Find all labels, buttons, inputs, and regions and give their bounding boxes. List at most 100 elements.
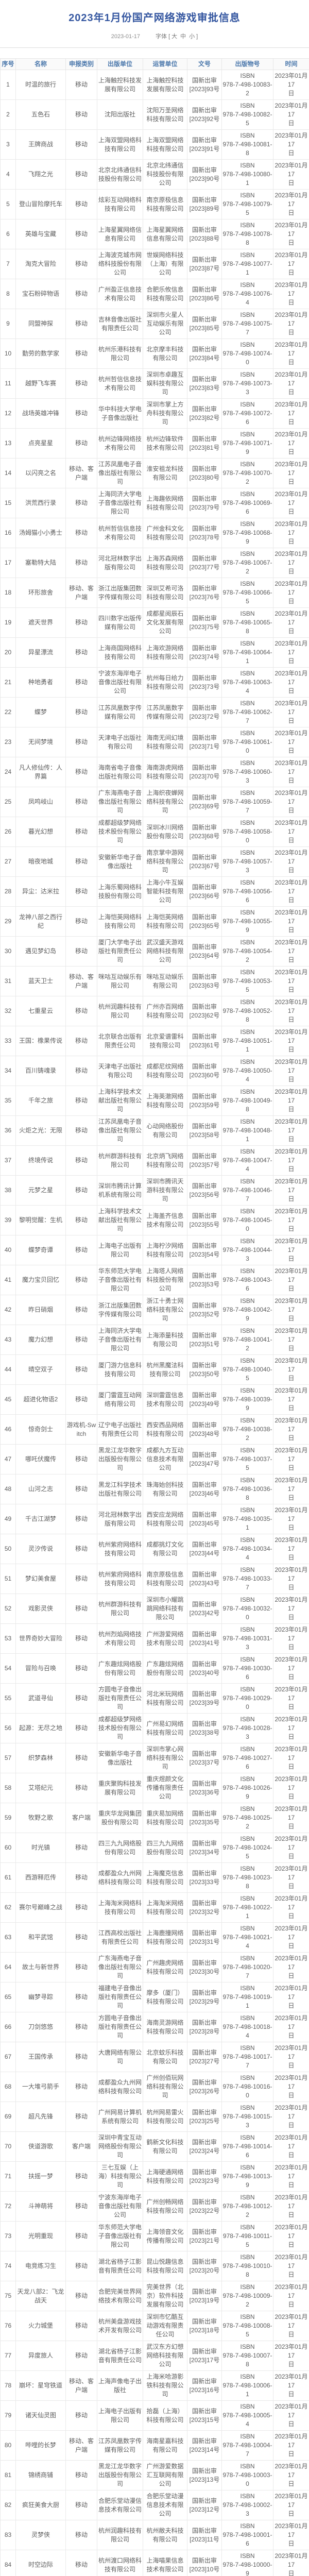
cell-doc-number: 国新出审 [2023]47号	[187, 1445, 222, 1475]
cell-operator: 上海星翼网络信息有限公司	[143, 219, 187, 249]
cell-game-name: 和平武馆	[16, 1923, 66, 1953]
table-row: 34 百川铸魂录 移动 天津电子出版社有限公司 成都尼纹网络科技有限公司 国新出…	[1, 1056, 309, 1086]
cell-date: 2023年01月17 日	[273, 2341, 309, 2371]
cell-date: 2023年01月17 日	[273, 2132, 309, 2162]
cell-game-name: 异尘：达米拉	[16, 877, 66, 907]
cell-index: 79	[1, 2401, 16, 2431]
cell-game-name: 百川铸魂录	[16, 1056, 66, 1086]
cell-publisher: 炫彩互动网络科技有限公司	[97, 190, 143, 219]
cell-operator: 北京蚊乐科技有限公司	[143, 2042, 187, 2072]
cell-category: 移动	[66, 937, 97, 967]
table-row: 36 火炬之光：无限 移动 江苏凤凰电子音像出版社有限公司 心动网络股份有限公司…	[1, 1116, 309, 1146]
cell-date: 2023年01月17 日	[273, 1923, 309, 1953]
cell-date: 2023年01月17 日	[273, 698, 309, 727]
cell-category: 移动	[66, 548, 97, 578]
cell-doc-number: 国新出审 [2023]32号	[187, 1893, 222, 1923]
cell-isbn: ISBN 978-7-498-10082-5	[222, 100, 273, 130]
cell-game-name: 暮光幻想	[16, 817, 66, 847]
cell-game-name: 艾塔纪元	[16, 1773, 66, 1803]
cell-game-name: 蓝天卫士	[16, 967, 66, 996]
cell-isbn: ISBN 978-7-498-10075-7	[222, 309, 273, 339]
cell-publisher: 杭州润趣科技有限公司	[97, 996, 143, 1026]
cell-isbn: ISBN 978-7-498-10037-5	[222, 1445, 273, 1475]
cell-game-name: 点亮星星	[16, 429, 66, 459]
cell-date: 2023年01月17 日	[273, 1624, 309, 1654]
cell-operator: 深圳冰川网络股份有限公司	[143, 817, 187, 847]
cell-category: 移动	[66, 1504, 97, 1534]
cell-index: 50	[1, 1534, 16, 1564]
cell-category: 游戏机-Switch	[66, 1415, 97, 1445]
cell-isbn: ISBN 978-7-498-10066-5	[222, 578, 273, 608]
cell-index: 37	[1, 1146, 16, 1176]
cell-doc-number: 国新出审 [2023]69号	[187, 787, 222, 817]
font-size-large-link[interactable]: 大	[171, 33, 177, 40]
cell-isbn: ISBN 978-7-498-10068-9	[222, 518, 273, 548]
cell-index: 77	[1, 2341, 16, 2371]
cell-index: 64	[1, 1953, 16, 1982]
cell-publisher: 杭州群游科技有限公司	[97, 1146, 143, 1176]
cell-isbn: ISBN 978-7-498-10016-0	[222, 2072, 273, 2102]
cell-index: 52	[1, 1594, 16, 1624]
publish-date: 2023-01-17	[111, 33, 140, 40]
table-row: 82 疯狂美食大厨 移动 合肥乐堂动漫信息技术有限公司 合肥乐堂动漫信息技术有限…	[1, 2490, 309, 2520]
cell-category: 移动	[66, 2042, 97, 2072]
table-row: 6 英雄与宝藏 移动 上海星翼网络信息有限公司 上海星翼网络信息有限公司 国新出…	[1, 219, 309, 249]
cell-date: 2023年01月17 日	[273, 100, 309, 130]
cell-doc-number: 国新出审 [2023]83号	[187, 369, 222, 399]
cell-category: 移动	[66, 1863, 97, 1893]
cell-operator: 上海小牛互娱智能科技有限公司	[143, 877, 187, 907]
cell-doc-number: 国新出审 [2023]89号	[187, 190, 222, 219]
table-row: 10 勤劳的数学家 移动 杭州乐港科技有限公司 北京摩丰科技有限公司 国新出审 …	[1, 339, 309, 369]
cell-game-name: 千年之旅	[16, 1086, 66, 1116]
cell-date: 2023年01月17 日	[273, 2490, 309, 2520]
cell-doc-number: 国新出审 [2023]84号	[187, 339, 222, 369]
cell-isbn: ISBN 978-7-498-10070-2	[222, 459, 273, 488]
cell-index: 30	[1, 937, 16, 967]
table-row: 79 诸天仙灵图 移动 上海电子出版有限公司 拾磊（上海）科技有限公司 国新出审…	[1, 2401, 309, 2431]
cell-doc-number: 国新出审 [2023]12号	[187, 2490, 222, 2520]
cell-publisher: 辽宁电子出版社有限责任公司	[97, 1415, 143, 1445]
cell-game-name: 同盟神探	[16, 309, 66, 339]
cell-publisher: 上海双盟网络科技有限公司	[97, 130, 143, 160]
cell-game-name: 无间梦境	[16, 727, 66, 757]
cell-doc-number: 国新出审 [2023]11号	[187, 2520, 222, 2550]
cell-game-name: 宝石粉碎物语	[16, 279, 66, 309]
cell-index: 26	[1, 817, 16, 847]
cell-category: 移动	[66, 100, 97, 130]
cell-category: 移动	[66, 2162, 97, 2192]
cell-operator: 鹤新文化科技有限公司	[143, 2132, 187, 2162]
cell-date: 2023年01月17 日	[273, 1743, 309, 1773]
cell-operator: 北京北纬通信科技股份有限公司	[143, 160, 187, 190]
cell-category: 移动	[66, 2461, 97, 2490]
font-size-medium-link[interactable]: 中	[180, 33, 186, 40]
cell-isbn: ISBN 978-7-498-10042-9	[222, 1295, 273, 1325]
cell-game-name: 凤鸣岐山	[16, 787, 66, 817]
cell-operator: 世娱网络科技（上海）有限公司	[143, 249, 187, 279]
cell-operator: 上海触控科技发展有限公司	[143, 70, 187, 100]
cell-publisher: 天津电子出版社有限公司	[97, 727, 143, 757]
cell-date: 2023年01月17 日	[273, 1415, 309, 1445]
cell-date: 2023年01月17 日	[273, 1385, 309, 1415]
table-row: 14 以闪亮之名 移动、客户端 江苏凤凰电子音像出版社有限公司 淮安祖龙科技有限…	[1, 459, 309, 488]
cell-category: 移动	[66, 1325, 97, 1355]
cell-category: 移动	[66, 1235, 97, 1265]
cell-operator: 杭州边锋软件技术有限公司	[143, 429, 187, 459]
cell-isbn: ISBN 978-7-498-10000-9	[222, 2550, 273, 2576]
cell-date: 2023年01月17 日	[273, 1863, 309, 1893]
cell-isbn: ISBN 978-7-498-10078-8	[222, 219, 273, 249]
cell-game-name: 七重星云	[16, 996, 66, 1026]
table-row: 33 王国：橡果传说 移动 北京联合出版有限责任公司 北京爱谱雷科技有限公司 国…	[1, 1026, 309, 1056]
cell-category: 移动	[66, 817, 97, 847]
table-row: 30 遇见梦幻岛 移动 厦门大学电子出版社有限责任公司 武汉盛天游戏网络科技有限…	[1, 937, 309, 967]
cell-index: 17	[1, 548, 16, 578]
cell-index: 36	[1, 1116, 16, 1146]
table-row: 56 起源：无尽之地 移动 成都超级梦网络技术股份有限公司 广州易幻网络科技有限…	[1, 1714, 309, 1743]
font-size-small-link[interactable]: 小	[189, 33, 195, 40]
cell-index: 67	[1, 2042, 16, 2072]
cell-doc-number: 国新出审 [2023]22号	[187, 2192, 222, 2222]
cell-category: 移动	[66, 2222, 97, 2251]
col-header-date: 时间	[273, 59, 309, 70]
table-row: 80 哔哩的长梦 移动、客户端 江苏凤凰数字传媒有限公司 海南星嘉科技有限公司 …	[1, 2431, 309, 2461]
cell-operator: 上海鹿撞网络科技有限公司	[143, 1923, 187, 1953]
cell-category: 移动	[66, 1982, 97, 2012]
